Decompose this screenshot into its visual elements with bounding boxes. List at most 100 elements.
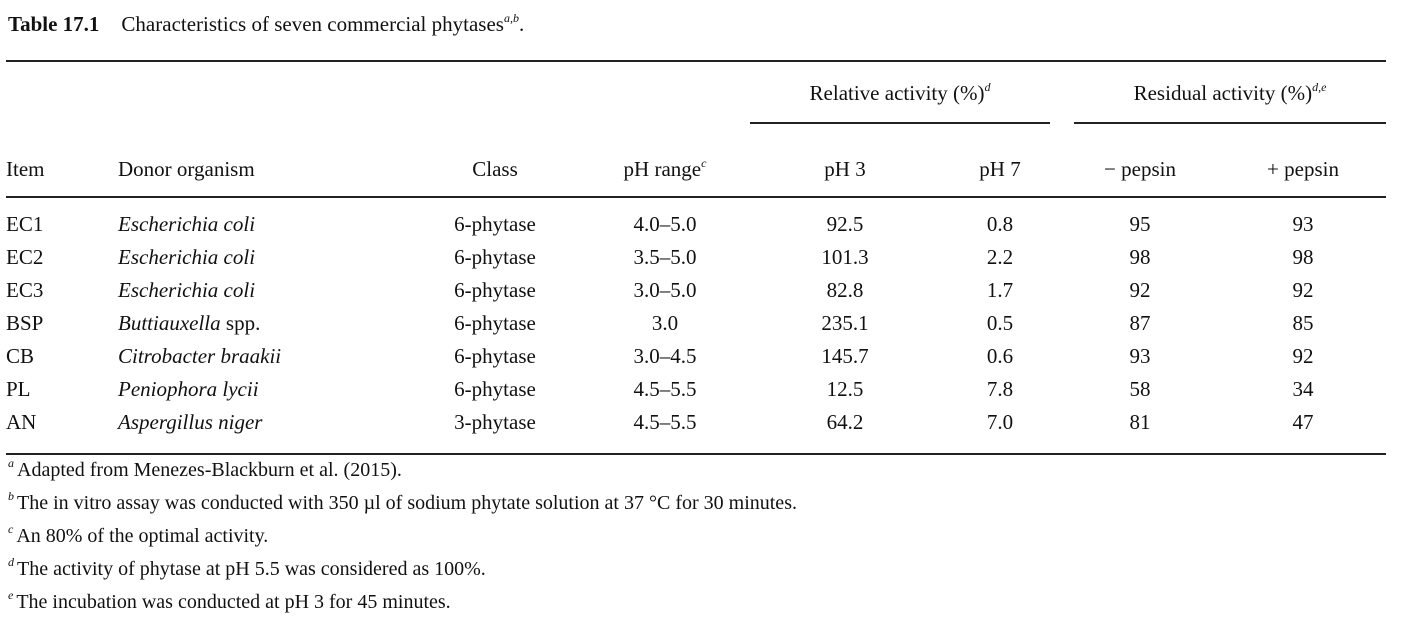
cell-text: 6-phytase <box>454 377 536 401</box>
table-cell: 4.5–5.5 <box>580 373 750 406</box>
table-cell: Escherichia coli <box>118 197 410 241</box>
cell-text: 3.0–4.5 <box>633 344 697 368</box>
table-cell: AN <box>6 406 118 454</box>
cell-text: EC2 <box>6 245 44 269</box>
table-row: CB Citrobacter braakii 6-phytase 3.0–4.5 145… <box>6 340 1386 373</box>
column-header-text: Item <box>6 156 45 181</box>
table-cell: 101.3 <box>750 241 940 274</box>
cell-text: 64.2 <box>826 410 864 434</box>
table-cell: 6-phytase <box>410 373 580 406</box>
caption-text: Characteristics of seven commercial phyt… <box>121 12 504 36</box>
cell-text: 81 <box>1129 410 1151 434</box>
table-cell: 2.2 <box>940 241 1060 274</box>
table-cell: 3.0 <box>580 307 750 340</box>
footnote-mark: b <box>8 489 14 503</box>
footnote: b The in vitro assay was conducted with 3… <box>8 487 797 520</box>
cell-text: Citrobacter braakii <box>118 344 282 368</box>
cell-text: 98 <box>1292 245 1314 269</box>
footnote: a Adapted from Menezes-Blackburn et al. (… <box>8 454 797 487</box>
table-cell: 92.5 <box>750 197 940 241</box>
column-header: Donor organism <box>118 142 410 198</box>
table-cell: 0.8 <box>940 197 1060 241</box>
table-cell: CB <box>6 340 118 373</box>
table-cell: 87 <box>1060 307 1220 340</box>
cell-text: Aspergillus niger <box>118 410 263 434</box>
cell-text: 2.2 <box>986 245 1014 269</box>
column-header-text: − pepsin <box>1104 156 1176 181</box>
caption-end: . <box>518 12 525 36</box>
column-header-row: Item Donor organism Class pH rangec pH 3 pH 7… <box>6 142 1386 198</box>
cell-text: 0.8 <box>986 212 1014 236</box>
column-header-text: pH range <box>623 156 702 181</box>
table-cell: BSP <box>6 307 118 340</box>
cell-text: 0.5 <box>986 311 1014 335</box>
cell-text: 92 <box>1129 278 1151 302</box>
cell-text: Escherichia coli <box>118 212 256 236</box>
table-row: EC3 Escherichia coli 6-phytase 3.0–5.0 82.8 1… <box>6 274 1386 307</box>
cell-text: 92 <box>1292 278 1314 302</box>
cell-text: 92.5 <box>826 212 864 236</box>
table-row: AN Aspergillus niger 3-phytase 4.5–5.5 64.2 7… <box>6 406 1386 454</box>
table-cell: 6-phytase <box>410 307 580 340</box>
cell-text: Peniophora lycii <box>118 377 259 401</box>
cell-text: CB <box>6 344 35 368</box>
cell-italic: Buttiauxella <box>118 311 221 335</box>
group-header: Residual activity (%)d,e <box>1060 61 1386 142</box>
table-cell: 235.1 <box>750 307 940 340</box>
group-text: Relative activity (%) <box>809 81 985 105</box>
cell-text: Escherichia coli <box>118 245 256 269</box>
table-cell: 34 <box>1220 373 1386 406</box>
footnote-text: Adapted from Menezes-Blackburn et al. (2… <box>17 459 402 481</box>
table-cell: 92 <box>1060 274 1220 307</box>
caption-sup: a,b <box>503 11 519 25</box>
cell-text: 95 <box>1129 212 1151 236</box>
footnotes: a Adapted from Menezes-Blackburn et al. (… <box>8 454 797 619</box>
caption: Table 17.1 Characteristics of seven comme… <box>8 12 524 37</box>
cell-text: 3.0 <box>651 311 679 335</box>
column-header: pH 3 <box>750 142 940 198</box>
column-header: − pepsin <box>1060 142 1220 198</box>
table-cell: 92 <box>1220 340 1386 373</box>
caption-label: Table 17.1 <box>8 12 100 36</box>
cell-text: 6-phytase <box>454 344 536 368</box>
table-cell: 64.2 <box>750 406 940 454</box>
footnote-text: The in vitro assay was conducted with 35… <box>17 492 797 514</box>
table-row: PL Peniophora lycii 6-phytase 4.5–5.5 12.5 7.… <box>6 373 1386 406</box>
cell-text: EC3 <box>6 278 44 302</box>
cell-text: 6-phytase <box>454 278 536 302</box>
column-header: pH rangec <box>580 142 750 198</box>
table-cell: 93 <box>1220 197 1386 241</box>
cell-text: 101.3 <box>821 245 869 269</box>
table-cell: 58 <box>1060 373 1220 406</box>
footnote-mark: d <box>8 555 14 569</box>
column-header: Item <box>6 142 118 198</box>
cell-text: 93 <box>1129 344 1151 368</box>
cell-text: AN <box>6 410 37 434</box>
cell-text: 85 <box>1292 311 1314 335</box>
table-cell: Citrobacter braakii <box>118 340 410 373</box>
column-header-sup: c <box>701 155 707 170</box>
group-sup: d <box>984 80 991 94</box>
table-cell: 81 <box>1060 406 1220 454</box>
cell-text: 93 <box>1292 212 1314 236</box>
cell-text: 6-phytase <box>454 245 536 269</box>
cell-text: 98 <box>1129 245 1151 269</box>
footnote-text: The activity of phytase at pH 5.5 was co… <box>17 558 486 580</box>
footnote-text: An 80% of the optimal activity. <box>16 525 269 547</box>
cell-text: 4.5–5.5 <box>633 410 697 434</box>
table-cell: 3.0–4.5 <box>580 340 750 373</box>
cell-text: EC1 <box>6 212 44 236</box>
table-cell: 7.8 <box>940 373 1060 406</box>
cell-text: 7.8 <box>986 377 1014 401</box>
table-cell: PL <box>6 373 118 406</box>
table-body: EC1 Escherichia coli 6-phytase 4.0–5.0 92.5 0… <box>6 197 1386 454</box>
column-header-text: + pepsin <box>1267 156 1339 181</box>
table-cell: 12.5 <box>750 373 940 406</box>
footnote-text: The incubation was conducted at pH 3 for… <box>16 591 451 613</box>
column-header-text: pH 7 <box>979 156 1021 181</box>
cell-text: PL <box>6 377 31 401</box>
table-cell: 4.0–5.0 <box>580 197 750 241</box>
footnote-mark: e <box>8 588 14 602</box>
data-table: Relative activity (%)d Residual activity… <box>6 60 1386 455</box>
table-row: EC2 Escherichia coli 6-phytase 3.5–5.0 101.3… <box>6 241 1386 274</box>
